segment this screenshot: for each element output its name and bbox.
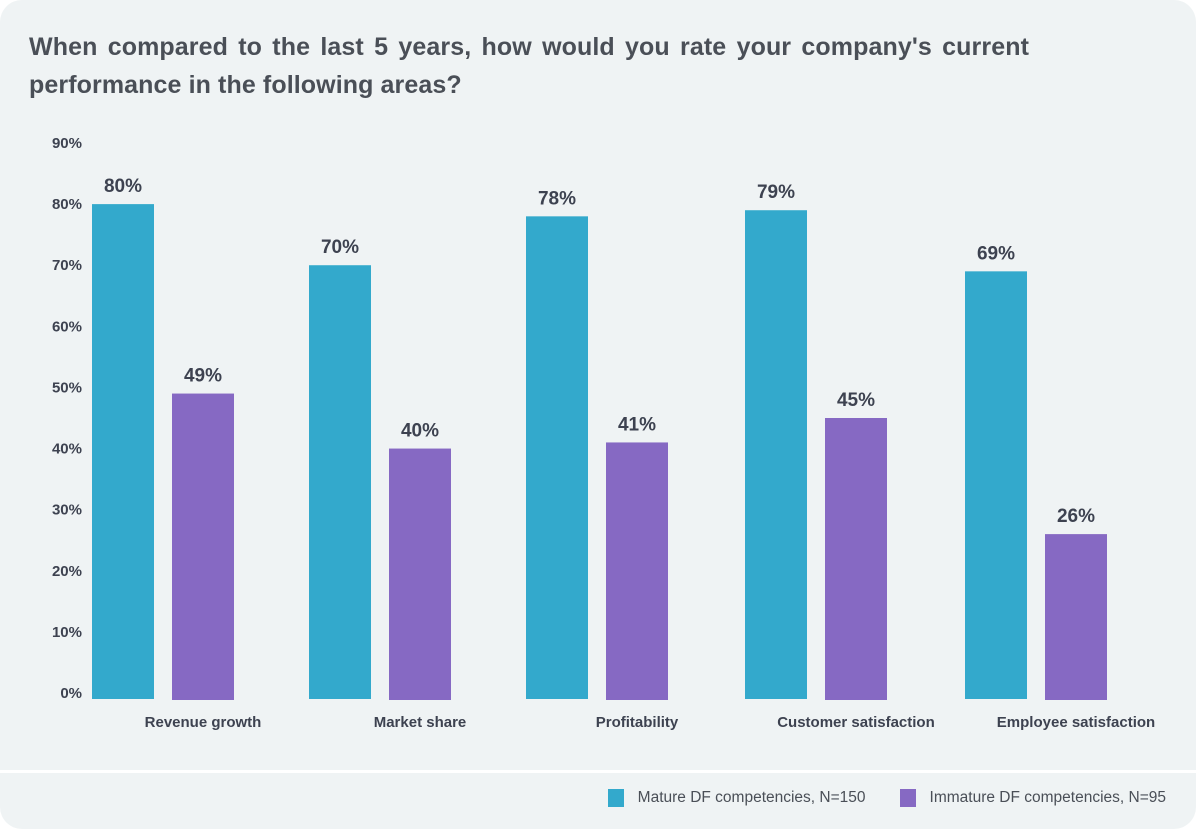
data-label: 79% <box>757 182 795 203</box>
y-tick-label: 50% <box>52 379 82 396</box>
bar-immature-2[interactable] <box>606 442 668 700</box>
bar-mature-4[interactable] <box>965 271 1027 699</box>
y-tick-label: 0% <box>60 685 82 702</box>
x-category-label: Profitability <box>596 714 679 731</box>
chart-title: When compared to the last 5 years, how w… <box>29 33 1029 99</box>
data-label: 49% <box>184 366 222 387</box>
bar-chart: 0% 10% 20% 30% 40% 50% 60% 70% 80% 90% 80% 49% 70% 4… <box>52 135 1156 731</box>
data-label: 40% <box>401 421 439 442</box>
y-tick-label: 60% <box>52 318 82 335</box>
legend-swatch-mature <box>607 789 624 807</box>
legend: Mature DF competencies, N=150 Immature D… <box>574 789 1166 807</box>
legend-swatch-immature <box>899 789 916 807</box>
y-tick-label: 40% <box>52 441 82 458</box>
y-axis: 0% 10% 20% 30% 40% 50% 60% 70% 80% 90% <box>52 135 82 702</box>
y-tick-label: 30% <box>52 502 82 519</box>
legend-label-mature: Mature DF competencies, N=150 <box>637 789 866 806</box>
bar-mature-2[interactable] <box>526 216 588 699</box>
bar-mature-1[interactable] <box>309 265 371 699</box>
data-label: 70% <box>321 237 359 258</box>
y-tick-label: 70% <box>52 257 82 274</box>
bar-immature-4[interactable] <box>1045 534 1107 700</box>
x-category-label: Employee satisfaction <box>997 714 1155 731</box>
y-tick-label: 80% <box>52 196 82 213</box>
data-label: 26% <box>1057 506 1095 527</box>
data-label: 69% <box>977 243 1015 264</box>
bars <box>92 204 1107 700</box>
bar-immature-3[interactable] <box>825 418 887 700</box>
bar-mature-3[interactable] <box>745 210 807 699</box>
y-tick-label: 10% <box>52 624 82 641</box>
data-label: 45% <box>837 390 875 411</box>
y-tick-label: 90% <box>52 135 82 152</box>
x-category-label: Customer satisfaction <box>777 714 935 731</box>
bar-immature-1[interactable] <box>389 448 451 700</box>
x-axis: Revenue growth Market share Profitability C… <box>145 714 1156 731</box>
data-label: 80% <box>104 176 142 197</box>
y-tick-label: 20% <box>52 563 82 580</box>
legend-divider <box>0 770 1196 773</box>
legend-item-immature[interactable]: Immature DF competencies, N=95 <box>899 789 1166 807</box>
x-category-label: Revenue growth <box>145 714 262 731</box>
bar-immature-0[interactable] <box>172 393 234 700</box>
legend-item-mature[interactable]: Mature DF competencies, N=150 <box>607 789 866 807</box>
x-category-label: Market share <box>374 714 467 731</box>
bar-mature-0[interactable] <box>92 204 154 699</box>
value-labels: 80% 49% 70% 40% 78% 41% 79% 45% 69% 26% <box>104 176 1095 527</box>
data-label: 78% <box>538 188 576 209</box>
data-label: 41% <box>618 414 656 435</box>
legend-label-immature: Immature DF competencies, N=95 <box>929 789 1166 806</box>
